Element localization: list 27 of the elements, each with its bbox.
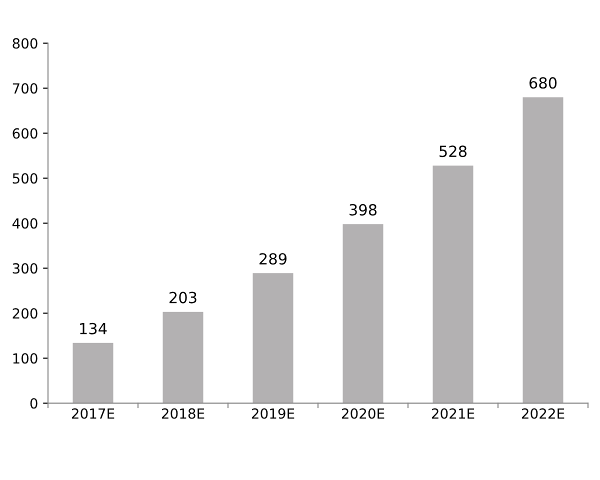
y-tick-label: 300 [12, 263, 38, 274]
bar [72, 342, 114, 404]
data-label: 528 [440, 146, 467, 158]
y-tick-label: 800 [12, 38, 38, 49]
x-tick-label: 2020E [342, 408, 384, 419]
y-tick-label: 500 [12, 173, 38, 184]
y-tick-label: 0 [30, 398, 38, 409]
y-tick-label: 400 [12, 218, 38, 229]
y-tick-label: 100 [13, 353, 38, 364]
y-tick-label: 600 [12, 128, 38, 139]
y-tick-label: 200 [12, 308, 38, 319]
bar [162, 312, 204, 404]
x-tick-label: 2019E [252, 408, 294, 419]
data-label: 134 [80, 322, 107, 334]
bar [522, 97, 564, 404]
data-label: 289 [260, 253, 287, 265]
data-label: 680 [529, 77, 557, 89]
bar [342, 224, 384, 404]
y-tick-label: 700 [12, 83, 38, 94]
x-tick-label: 2022E [522, 408, 564, 419]
bar [252, 273, 294, 404]
x-tick-label: 2021E [432, 408, 474, 419]
bar [432, 166, 474, 404]
data-label: 398 [350, 204, 377, 216]
x-tick-label: 2017E [72, 408, 114, 419]
x-tick-label: 2018E [162, 408, 204, 419]
data-label: 203 [170, 292, 196, 304]
